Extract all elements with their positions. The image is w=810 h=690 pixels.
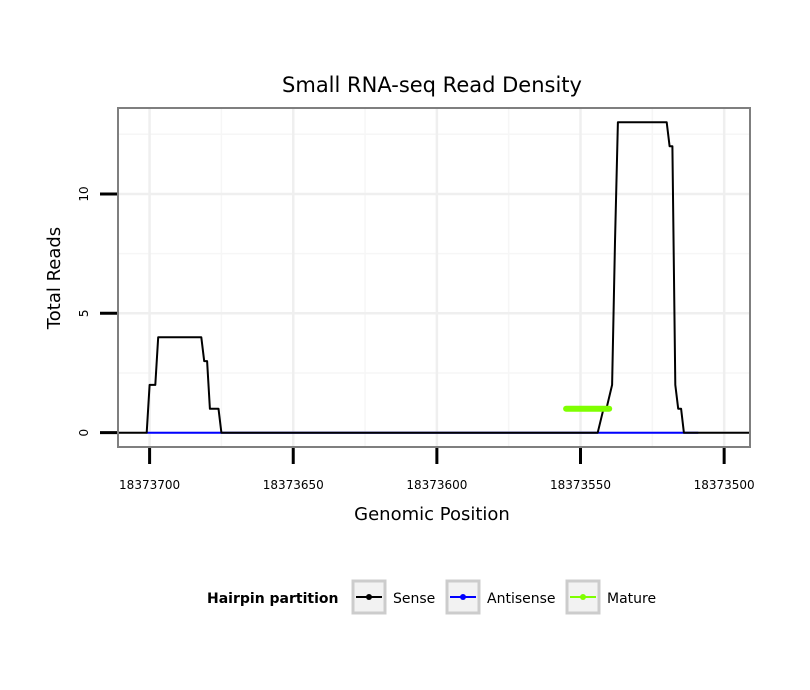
legend-entry-mature: Mature <box>565 579 656 615</box>
legend-dot-antisense <box>460 594 466 600</box>
series-line-sense <box>118 121 750 434</box>
x-tick-label-4: 18373500 <box>694 478 755 492</box>
y-tick-label-0: 0 <box>77 429 91 437</box>
legend-label-sense: Sense <box>393 591 435 607</box>
chart-title: Small RNA-seq Read Density <box>282 73 582 97</box>
axis-ticks: 18373700 18373650 18373600 18373550 18373500… <box>77 186 755 492</box>
series-lines <box>118 121 750 434</box>
legend-label-mature: Mature <box>607 591 656 607</box>
x-tick-label-1: 18373650 <box>263 478 324 492</box>
legend-label-antisense: Antisense <box>487 591 556 607</box>
y-axis-label: Total Reads <box>44 227 65 330</box>
legend-dot-mature <box>580 594 586 600</box>
x-tick-label-0: 18373700 <box>119 478 180 492</box>
legend-entry-sense: Sense <box>351 579 435 615</box>
grid-lines <box>118 108 750 447</box>
y-tick-label-2: 10 <box>77 186 91 201</box>
legend-title: Hairpin partition <box>207 591 338 607</box>
x-tick-label-3: 18373550 <box>550 478 611 492</box>
legend-entry-antisense: Antisense <box>445 579 556 615</box>
y-tick-label-1: 5 <box>77 309 91 317</box>
plot-panel-border <box>117 107 751 448</box>
legend: Hairpin partition Sense Antisense Mature <box>207 579 656 615</box>
x-axis-label: Genomic Position <box>354 504 510 525</box>
legend-dot-sense <box>366 594 372 600</box>
x-tick-label-2: 18373600 <box>406 478 467 492</box>
